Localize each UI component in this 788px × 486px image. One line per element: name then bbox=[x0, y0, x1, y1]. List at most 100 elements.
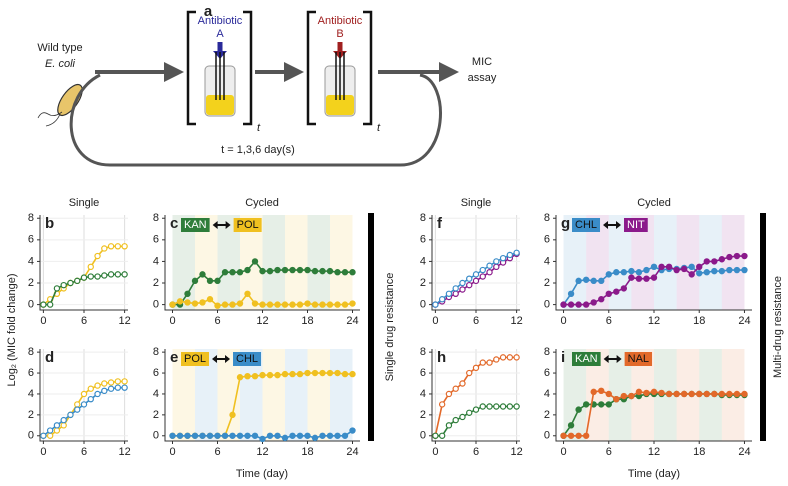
data-point bbox=[266, 301, 274, 308]
schedule-band bbox=[307, 349, 330, 441]
x-tick-label: 6 bbox=[81, 315, 87, 327]
data-point bbox=[680, 390, 688, 398]
data-point bbox=[296, 301, 304, 308]
data-point bbox=[46, 432, 54, 439]
data-point bbox=[560, 301, 567, 308]
data-point bbox=[94, 273, 101, 280]
data-point bbox=[643, 389, 650, 397]
data-point bbox=[341, 370, 349, 378]
legend-tag-text: NAL bbox=[628, 353, 649, 365]
data-point bbox=[53, 285, 61, 292]
y-tick-label: 4 bbox=[420, 255, 426, 267]
data-point bbox=[703, 258, 710, 265]
data-point bbox=[650, 274, 658, 281]
data-point bbox=[251, 300, 259, 307]
data-point bbox=[229, 411, 236, 419]
data-point bbox=[741, 252, 748, 260]
swap-arrow bbox=[603, 221, 622, 229]
legend-tag bbox=[233, 352, 262, 366]
data-point bbox=[244, 290, 251, 298]
label: MIC bbox=[472, 56, 492, 68]
y-tick-label: 2 bbox=[544, 409, 550, 421]
data-point bbox=[296, 266, 304, 274]
data-point bbox=[726, 266, 733, 274]
schedule-band bbox=[563, 215, 587, 310]
data-point bbox=[199, 271, 206, 278]
axis bbox=[555, 215, 752, 311]
label: Wild type bbox=[37, 42, 82, 54]
legend-tag bbox=[233, 218, 262, 232]
data-point bbox=[87, 273, 94, 280]
data-point bbox=[575, 406, 582, 413]
data-point bbox=[191, 432, 199, 439]
panel: 0 6 12 0 2 4 6 8 f bbox=[420, 212, 523, 327]
data-point bbox=[274, 301, 281, 308]
data-point bbox=[673, 390, 680, 398]
schedule-band bbox=[586, 349, 609, 441]
data-point bbox=[472, 277, 480, 285]
data-point bbox=[289, 370, 296, 378]
loop bbox=[69, 73, 442, 167]
data-point bbox=[493, 263, 500, 271]
data-point bbox=[289, 266, 296, 274]
data-point bbox=[60, 281, 67, 289]
data-point bbox=[718, 256, 726, 263]
data-point bbox=[438, 401, 446, 408]
data-point bbox=[575, 432, 582, 439]
heading: Cycled bbox=[245, 197, 279, 209]
data-point bbox=[266, 432, 274, 439]
data-point bbox=[40, 432, 47, 439]
data-point bbox=[733, 390, 741, 398]
data-point bbox=[513, 354, 520, 361]
y-tick-label: 8 bbox=[28, 346, 34, 358]
data-point bbox=[582, 301, 590, 308]
data-point bbox=[696, 390, 703, 398]
legend-tag bbox=[572, 352, 601, 366]
data-point bbox=[499, 403, 507, 410]
schedule-band bbox=[240, 215, 263, 310]
swap-arrow bbox=[212, 221, 231, 229]
data-point bbox=[221, 432, 229, 439]
y-tick-label: 8 bbox=[420, 346, 426, 358]
data-point bbox=[184, 432, 191, 439]
data-point bbox=[560, 432, 567, 439]
tube bbox=[324, 52, 356, 117]
legend-tag-text: CHL bbox=[236, 353, 258, 365]
data-point bbox=[221, 301, 229, 308]
panel-letter: d bbox=[45, 349, 54, 366]
schedule-band bbox=[586, 215, 609, 310]
diagram: a Wild type E. coli Antibiotic A Antibio… bbox=[37, 3, 497, 167]
data-point bbox=[121, 243, 128, 250]
data-point bbox=[266, 371, 274, 379]
x-tick-label: 6 bbox=[606, 315, 612, 327]
data-point bbox=[74, 277, 81, 285]
data-point bbox=[665, 263, 673, 271]
x-tick-label: 12 bbox=[256, 446, 268, 458]
data-point bbox=[628, 267, 635, 275]
x-tick-label: 0 bbox=[432, 315, 438, 327]
data-point bbox=[259, 435, 266, 443]
data-point bbox=[493, 356, 500, 363]
data-point bbox=[94, 390, 101, 398]
data-point bbox=[567, 432, 575, 439]
legend-tag-text: KAN bbox=[184, 219, 207, 231]
data-point bbox=[274, 432, 281, 439]
axis bbox=[39, 215, 128, 311]
data-point bbox=[191, 277, 199, 285]
data-point bbox=[94, 382, 101, 389]
x-tick-label: 0 bbox=[560, 315, 566, 327]
y-tick-label: 6 bbox=[153, 367, 159, 379]
y-tick-label: 0 bbox=[28, 430, 34, 442]
x-tick-label: 18 bbox=[693, 315, 705, 327]
data-point bbox=[184, 290, 191, 298]
data-point bbox=[472, 406, 480, 413]
data-point bbox=[650, 388, 658, 396]
data-point bbox=[46, 427, 54, 434]
data-point bbox=[438, 296, 446, 303]
tube bbox=[204, 52, 236, 117]
x-axis-label: Time (day) bbox=[236, 468, 288, 480]
data-point bbox=[493, 403, 500, 410]
y-tick-label: 4 bbox=[153, 388, 159, 400]
data-point bbox=[733, 266, 741, 274]
